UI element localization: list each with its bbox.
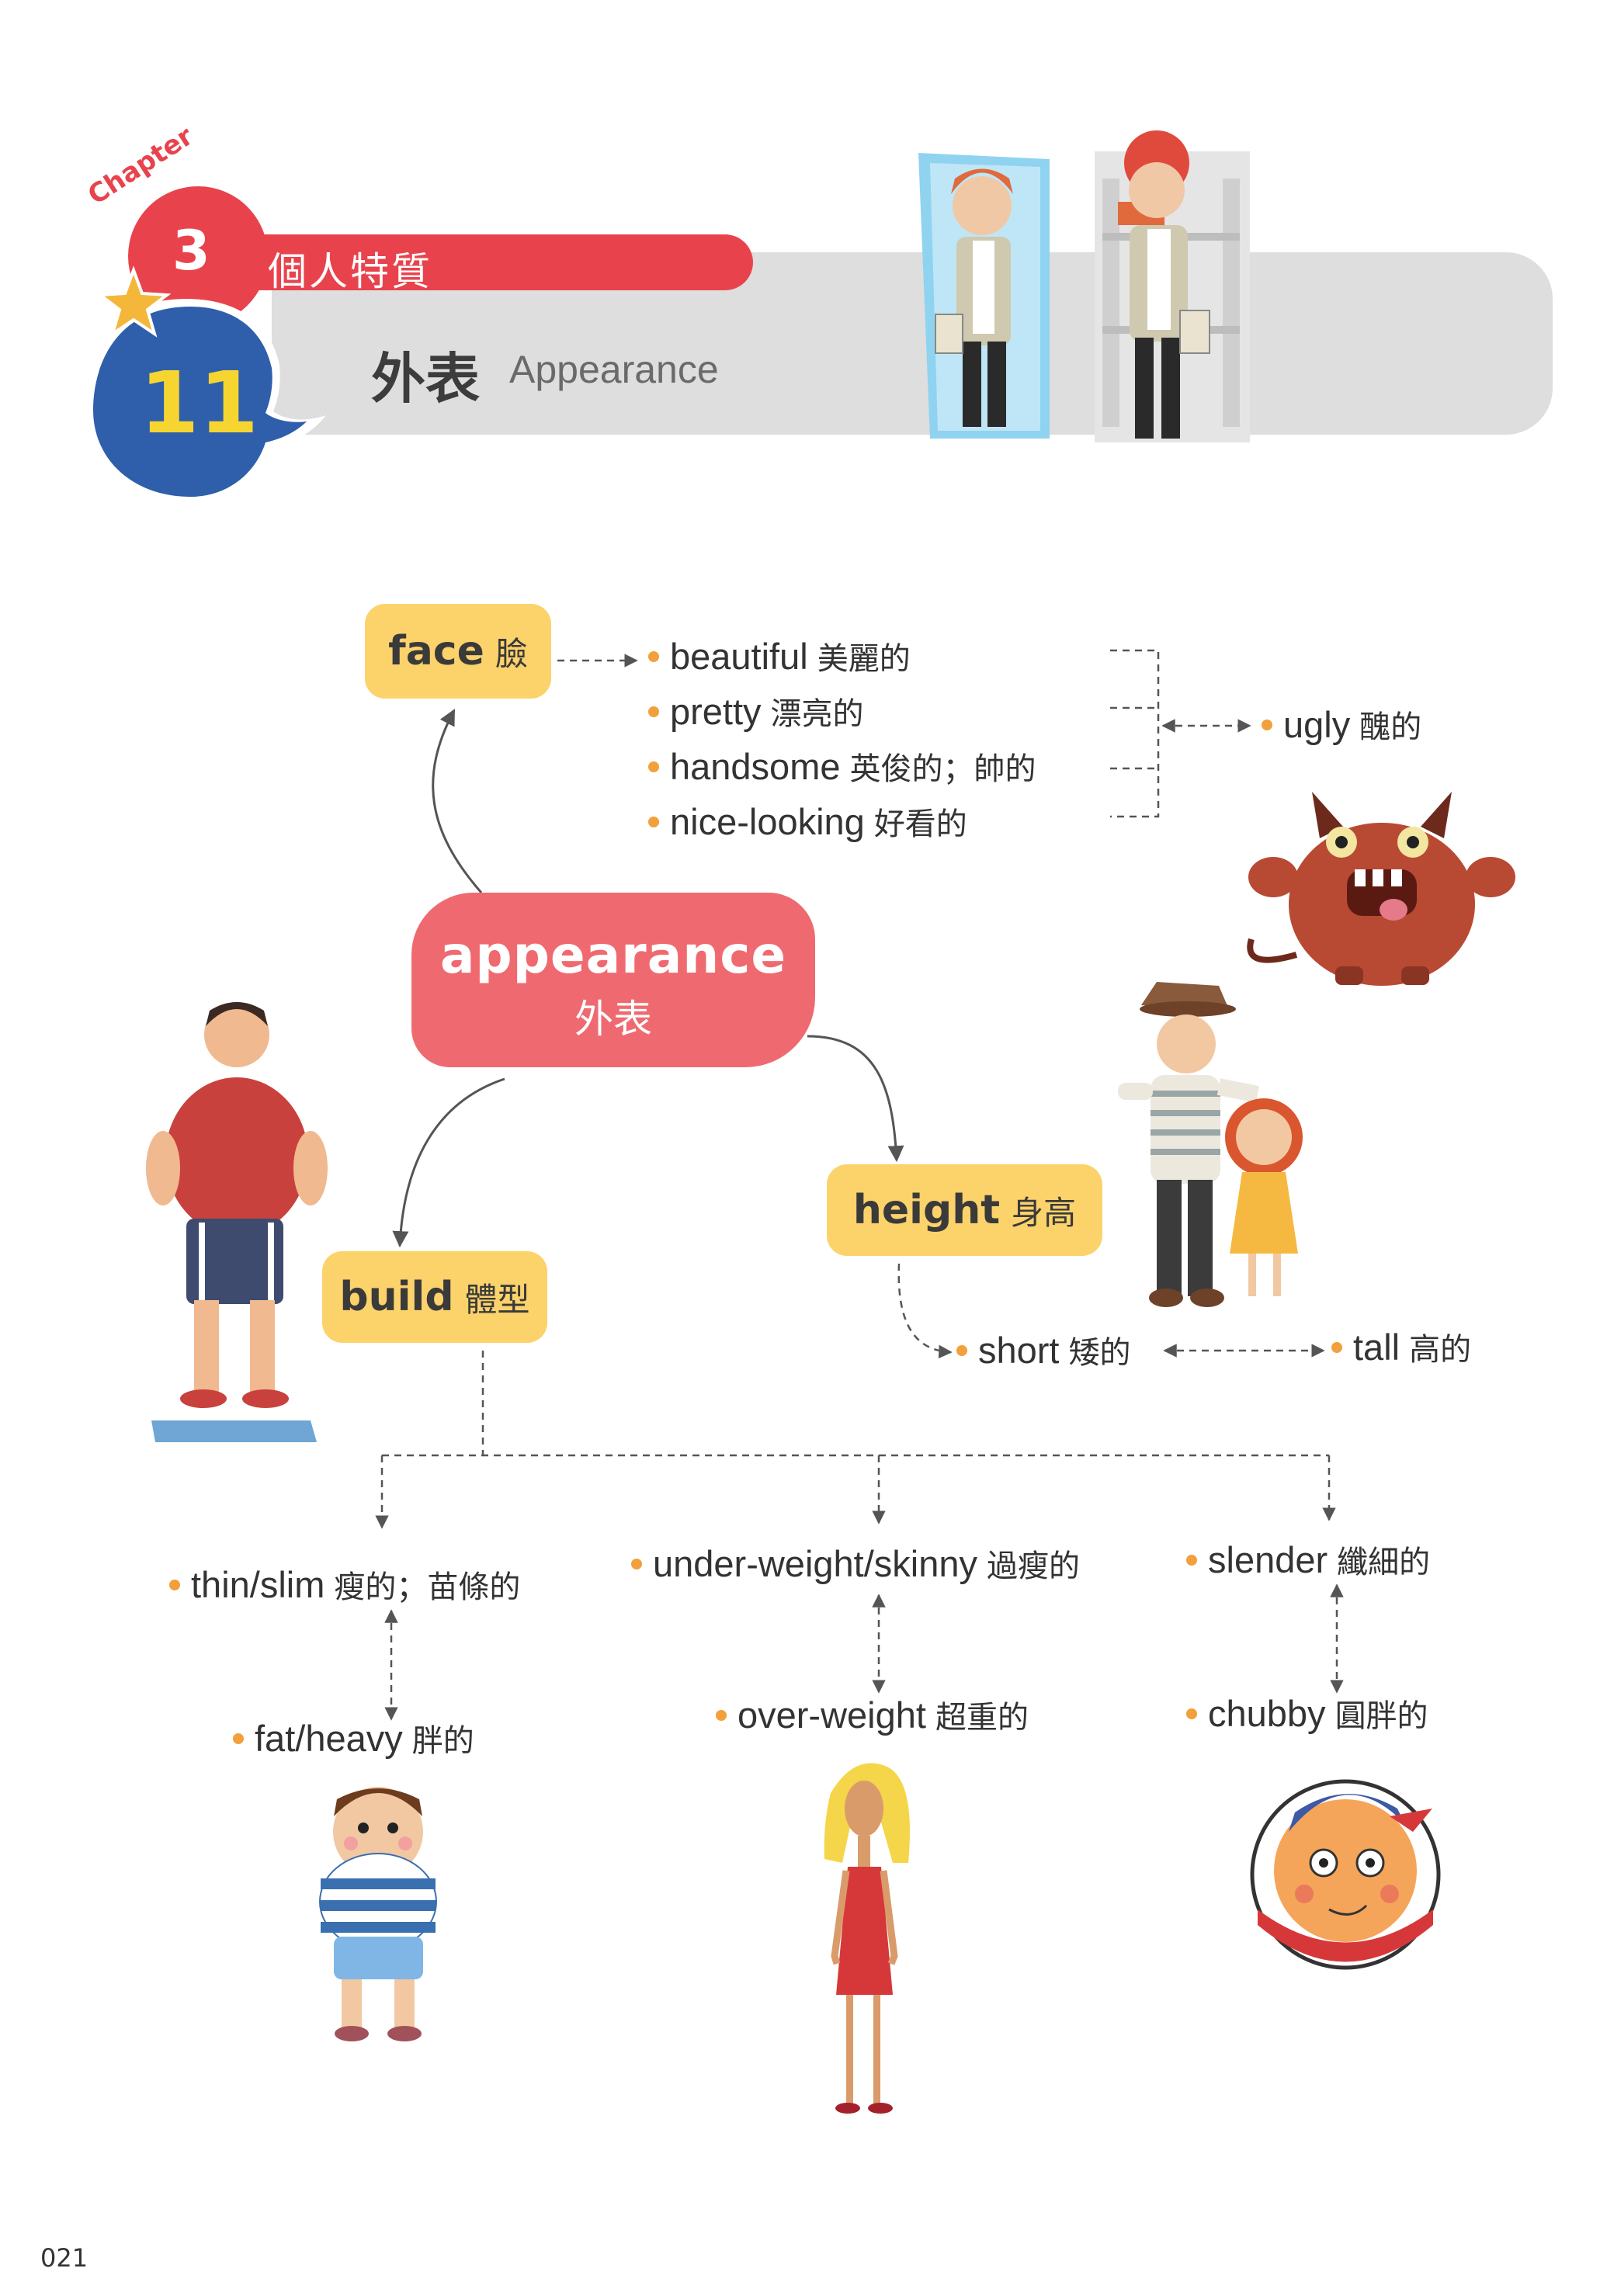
category-face-zh: 臉 — [495, 634, 528, 673]
category-face: face 臉 — [365, 604, 551, 699]
bullet-dot — [1262, 719, 1272, 730]
word-zh: 圓胖的 — [1334, 1698, 1428, 1734]
word-zh: 英俊的；帥的 — [849, 751, 1036, 787]
bullet-dot — [956, 1344, 967, 1356]
page-number: 021 — [40, 2243, 89, 2273]
word-zh: 醜的 — [1359, 709, 1422, 745]
chubby-boy-illustration — [1250, 1779, 1441, 1970]
skinny-woman-illustration — [824, 1763, 910, 2114]
word-en: over-weight — [738, 1694, 926, 1736]
word-en: ugly — [1283, 704, 1351, 745]
unit-number: 11 — [140, 353, 259, 453]
word-zh: 瘦的；苗條的 — [334, 1569, 521, 1605]
word-beautiful: beautiful 美麗的 — [648, 633, 911, 678]
word-en: under-weight/skinny — [653, 1543, 977, 1584]
chapter-number: 3 — [172, 219, 210, 283]
word-en: pretty — [670, 691, 762, 732]
category-face-en: face — [388, 628, 484, 675]
word-zh: 漂亮的 — [770, 696, 864, 732]
word-en: slender — [1208, 1539, 1328, 1580]
bullet-dot — [169, 1579, 180, 1590]
chapter-circle — [128, 186, 268, 326]
word-thin-slim: thin/slim 瘦的；苗條的 — [169, 1562, 520, 1607]
word-zh: 好看的 — [873, 806, 967, 842]
category-build-en: build — [339, 1274, 454, 1320]
unit-title-en: Appearance — [509, 348, 719, 391]
word-tall: tall 高的 — [1331, 1324, 1471, 1369]
word-en: nice-looking — [670, 801, 865, 842]
category-build-zh: 體型 — [464, 1280, 530, 1319]
category-height: height 身高 — [827, 1164, 1102, 1256]
bullet-dot — [1186, 1554, 1197, 1566]
word-en: chubby — [1208, 1693, 1326, 1734]
word-fat-heavy: fat/heavy 胖的 — [233, 1715, 474, 1760]
word-pretty: pretty 漂亮的 — [648, 688, 864, 734]
bullet-dot — [716, 1709, 727, 1721]
bullet-dot — [233, 1732, 244, 1744]
word-en: tall — [1353, 1327, 1400, 1368]
word-en: beautiful — [670, 636, 808, 677]
arrow-to-face — [432, 709, 483, 893]
monster-illustration — [1247, 792, 1515, 986]
bullet-dot — [648, 816, 659, 827]
central-node-zh: 外表 — [574, 997, 652, 1042]
word-zh: 超重的 — [935, 1700, 1029, 1736]
unit-title-zh: 外表 — [371, 347, 480, 411]
bullet-dot — [1331, 1341, 1342, 1353]
word-zh: 矮的 — [1068, 1335, 1131, 1371]
bullet-dot — [631, 1558, 642, 1569]
word-over-weight: over-weight 超重的 — [716, 1692, 1029, 1737]
word-zh: 胖的 — [411, 1723, 474, 1759]
word-en: short — [978, 1330, 1060, 1371]
central-node-en: appearance — [439, 925, 787, 985]
bullet-dot — [648, 761, 659, 772]
bullet-dot — [1186, 1708, 1197, 1719]
star-icon — [95, 265, 172, 338]
category-build: build 體型 — [322, 1251, 547, 1343]
category-height-zh: 身高 — [1011, 1193, 1077, 1232]
man-and-girl-illustration — [1118, 982, 1303, 1307]
word-en: thin/slim — [191, 1564, 325, 1605]
word-zh: 美麗的 — [817, 641, 911, 677]
word-nice-looking: nice-looking 好看的 — [648, 799, 967, 844]
bullet-dot — [648, 650, 659, 662]
word-en: handsome — [670, 746, 841, 787]
man-on-scale-illustration — [146, 1002, 328, 1442]
word-zh: 纖細的 — [1337, 1545, 1431, 1580]
word-slender: slender 纖細的 — [1186, 1537, 1430, 1582]
word-ugly: ugly 醜的 — [1262, 702, 1421, 747]
bullet-dot — [648, 706, 659, 717]
word-zh: 高的 — [1409, 1332, 1472, 1368]
word-zh: 過瘦的 — [987, 1549, 1080, 1584]
chapter-title: 個人特質 — [268, 249, 432, 294]
word-en: fat/heavy — [255, 1718, 403, 1759]
word-handsome: handsome 英俊的；帥的 — [648, 744, 1036, 789]
arrow-to-height — [807, 1035, 904, 1163]
unit-bubble — [93, 307, 307, 497]
word-short: short 矮的 — [956, 1327, 1131, 1372]
shopping-girl-illustration — [918, 130, 1250, 442]
fat-boy-illustration — [319, 1787, 437, 2041]
word-chubby: chubby 圓胖的 — [1186, 1691, 1428, 1736]
word-under-weight-skinny: under-weight/skinny 過瘦的 — [631, 1541, 1080, 1586]
central-node-appearance: appearance 外表 — [411, 893, 815, 1067]
category-height-en: height — [852, 1187, 1001, 1233]
arrow-to-build — [392, 1077, 505, 1248]
